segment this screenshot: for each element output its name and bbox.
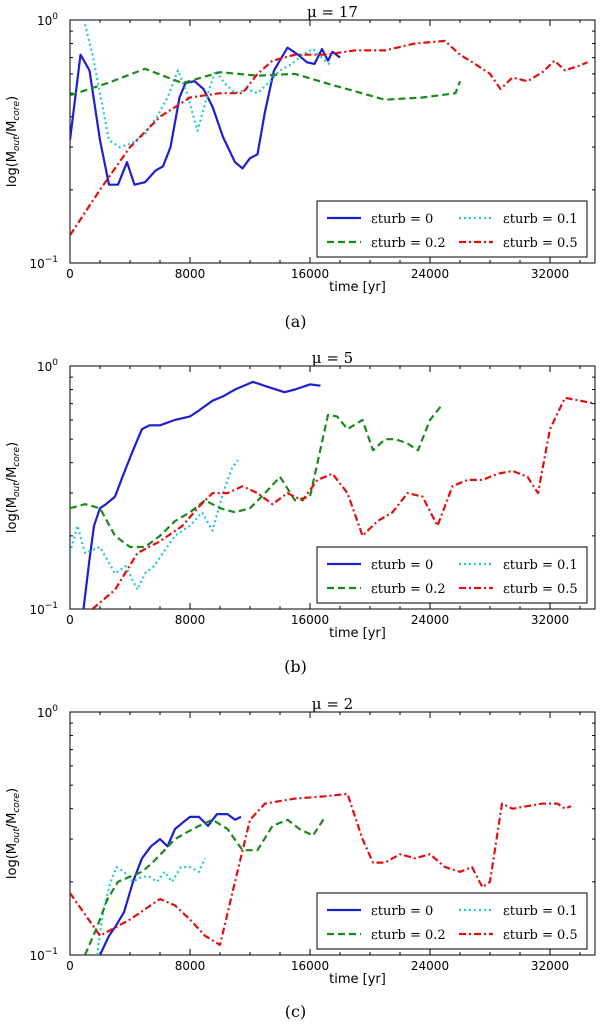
x-tick-label: 8000 <box>175 613 206 627</box>
legend-label: εturb = 0.2 <box>371 928 446 943</box>
x-tick-label: 16000 <box>291 959 329 973</box>
series-group <box>70 792 572 955</box>
legend-label: εturb = 0.2 <box>371 582 446 597</box>
x-tick-label: 0 <box>66 267 74 281</box>
legend-label: εturb = 0 <box>371 558 433 573</box>
series-line-1 <box>83 24 332 149</box>
legend: εturb = 0 εturb = 0.1 εturb = 0.2 εturb = 0… <box>316 546 588 604</box>
y-axis-title: log(Mout/Mcore) <box>5 788 22 879</box>
series-line-1 <box>95 857 207 955</box>
chart-panel-0: μ = 17 0 8000 16000 24000 32000 10−1 100 time [y… <box>5 3 596 331</box>
x-tick-label: 16000 <box>291 267 329 281</box>
x-tick-label: 0 <box>66 613 74 627</box>
legend-box <box>316 546 588 604</box>
series-line-2 <box>83 816 326 955</box>
y-axis-title: log(Mout/Mcore) <box>5 442 22 533</box>
series-line-2 <box>70 406 442 549</box>
chart-panel-1: μ = 5 0 8000 16000 24000 32000 10−1 100 time [yr… <box>5 349 596 676</box>
y-tick-label: 100 <box>37 358 58 374</box>
chart-title: μ = 5 <box>312 349 353 367</box>
y-tick-label: 10−1 <box>29 255 58 271</box>
series-line-3 <box>91 396 595 609</box>
legend-box <box>316 892 588 950</box>
legend-label: εturb = 0.2 <box>371 236 446 251</box>
x-tick-label: 16000 <box>291 613 329 627</box>
y-tick-label: 10−1 <box>29 947 58 963</box>
series-line-0 <box>70 46 341 186</box>
x-tick-label: 24000 <box>411 613 449 627</box>
x-axis-title: time [yr] <box>329 280 386 295</box>
legend-label: εturb = 0 <box>371 904 433 919</box>
y-tick-label: 100 <box>37 12 58 28</box>
series-line-3 <box>70 39 588 236</box>
x-tick-label: 32000 <box>531 613 569 627</box>
x-tick-label: 32000 <box>531 267 569 281</box>
x-axis-title: time [yr] <box>329 626 386 641</box>
x-tick-label: 24000 <box>411 959 449 973</box>
legend-label: εturb = 0.5 <box>503 928 578 943</box>
plot-frame <box>69 711 596 956</box>
plot-frame <box>69 365 596 610</box>
legend-label: εturb = 0.5 <box>503 236 578 251</box>
x-tick-label: 8000 <box>175 267 206 281</box>
legend: εturb = 0 εturb = 0.1 εturb = 0.2 εturb = 0… <box>316 200 588 258</box>
x-tick-label: 8000 <box>175 959 206 973</box>
legend-label: εturb = 0 <box>371 212 433 227</box>
legend-box <box>316 200 588 258</box>
series-group <box>70 380 595 609</box>
series-line-2 <box>70 67 462 101</box>
series-line-1 <box>70 459 239 591</box>
chart-panel-2: μ = 2 0 8000 16000 24000 32000 10−1 100 time [yr… <box>5 695 596 1021</box>
series-line-3 <box>70 792 572 946</box>
series-group <box>70 24 588 236</box>
x-tick-label: 32000 <box>531 959 569 973</box>
panel-caption: (a) <box>284 312 306 331</box>
y-tick-label: 10−1 <box>29 601 58 617</box>
legend: εturb = 0 εturb = 0.1 εturb = 0.2 εturb = 0… <box>316 892 588 950</box>
legend-label: εturb = 0.5 <box>503 582 578 597</box>
chart-title: μ = 2 <box>312 695 353 713</box>
y-axis-title: log(Mout/Mcore) <box>5 96 22 187</box>
x-tick-label: 24000 <box>411 267 449 281</box>
series-line-0 <box>99 813 242 955</box>
legend-label: εturb = 0.1 <box>503 904 578 919</box>
panel-caption: (c) <box>285 1002 306 1021</box>
x-axis-title: time [yr] <box>329 972 386 987</box>
legend-label: εturb = 0.1 <box>503 558 578 573</box>
series-line-0 <box>82 380 321 609</box>
panel-caption: (b) <box>284 657 307 676</box>
chart-title: μ = 17 <box>307 3 358 21</box>
plot-frame <box>69 19 596 264</box>
x-tick-label: 0 <box>66 959 74 973</box>
y-tick-label: 100 <box>37 704 58 720</box>
legend-label: εturb = 0.1 <box>503 212 578 227</box>
